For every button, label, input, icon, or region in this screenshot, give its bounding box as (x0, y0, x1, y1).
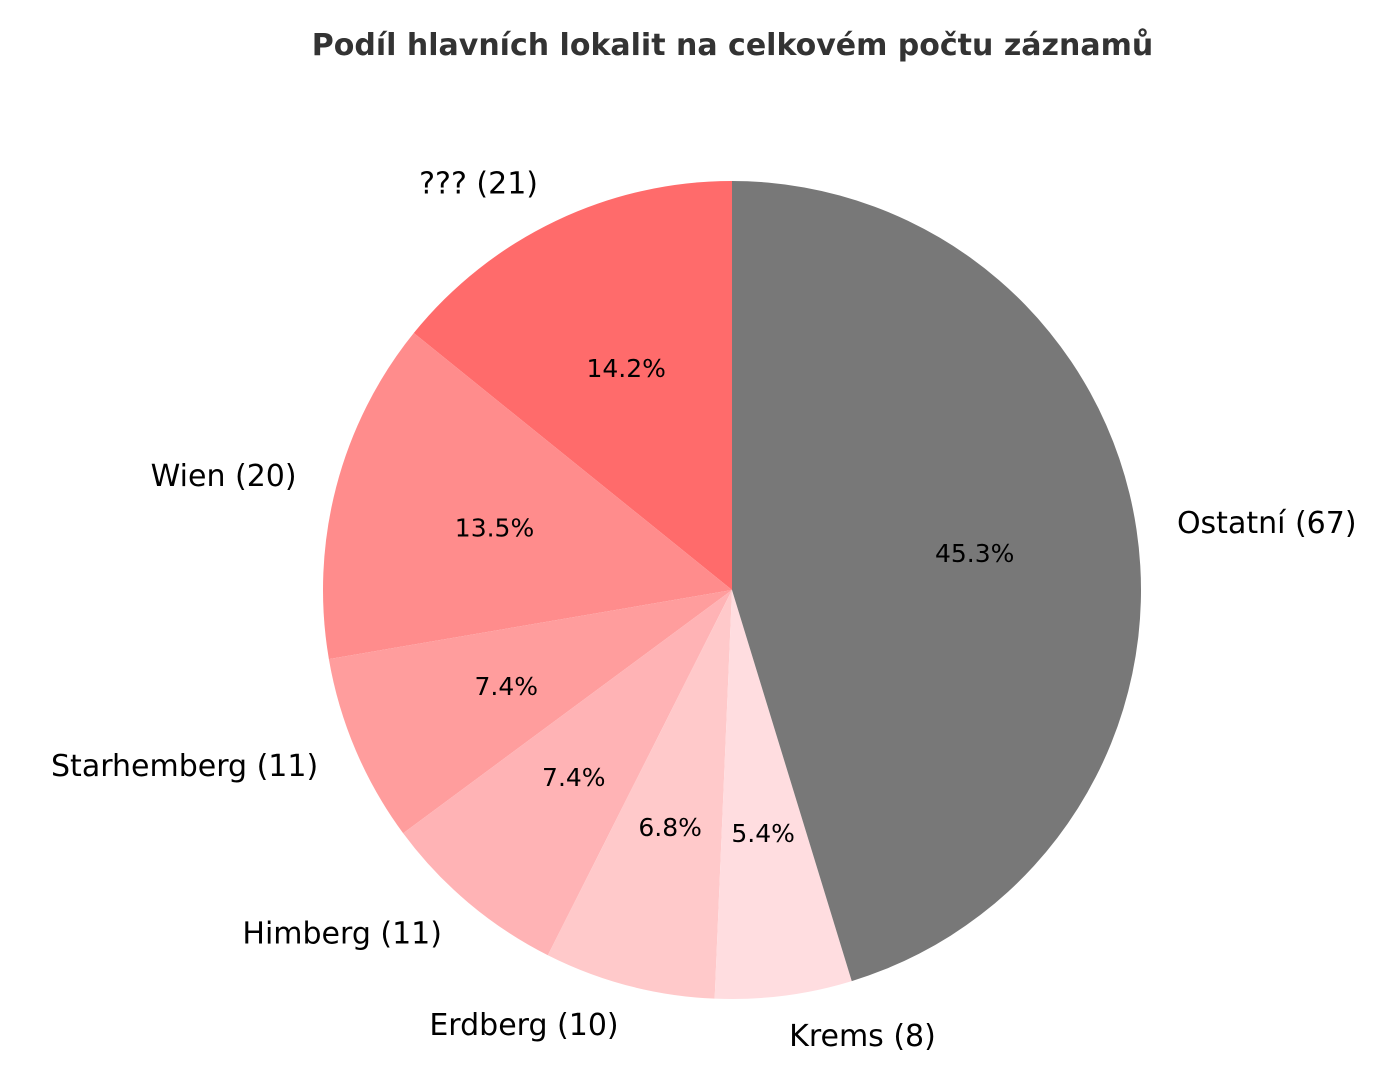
slice-label-6: Ostatní (67) (1177, 506, 1357, 541)
percent-label-2: 7.4% (475, 672, 539, 701)
chart-title: Podíl hlavních lokalit na celkovém počtu… (311, 28, 1154, 63)
slice-label-2: Starhemberg (11) (51, 749, 318, 784)
percent-label-1: 13.5% (455, 514, 534, 543)
percent-label-3: 7.4% (542, 763, 606, 792)
pie-slice-3 (403, 590, 732, 956)
pie-slice-5 (714, 590, 852, 999)
slice-label-5: Krems (8) (789, 1019, 936, 1054)
slice-label-1: Wien (20) (151, 459, 297, 494)
percent-label-6: 45.3% (935, 539, 1014, 568)
pie-slice-0 (413, 181, 732, 590)
percent-label-5: 5.4% (731, 819, 795, 848)
pie-slice-6 (732, 181, 1141, 982)
slice-label-0: ??? (21) (419, 167, 538, 202)
percent-labels: 14.2% 13.5% 7.4% 7.4% 6.8% 5.4% 45.3% (455, 354, 1015, 848)
percent-label-0: 14.2% (586, 354, 665, 383)
pie-slice-2 (328, 590, 732, 834)
slice-labels: ??? (21) Wien (20) Starhemberg (11) Himberg… (51, 167, 1357, 1054)
slice-label-4: Erdberg (10) (429, 1008, 618, 1043)
pie-slices (323, 181, 1141, 999)
slice-label-3: Himberg (11) (242, 916, 442, 951)
percent-label-4: 6.8% (638, 813, 702, 842)
pie-slice-1 (323, 333, 732, 660)
pie-slice-4 (547, 590, 732, 999)
